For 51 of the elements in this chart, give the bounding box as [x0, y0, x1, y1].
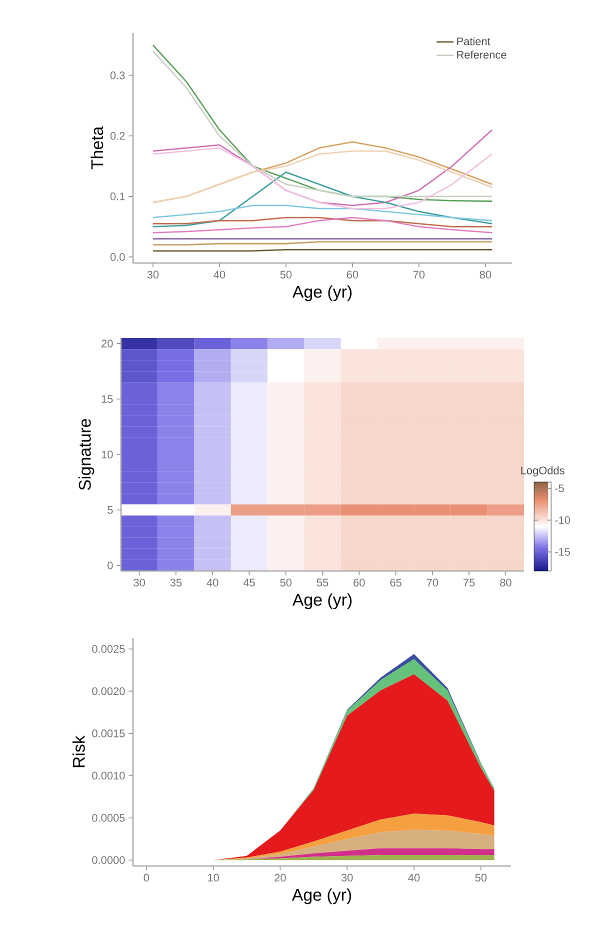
x-tick-label: 60 — [346, 270, 358, 279]
y-tick-label: 0.3 — [110, 71, 125, 80]
y-axis-title: Signature — [78, 419, 94, 490]
x-tick-label: 30 — [134, 578, 145, 587]
x-tick-label: 50 — [475, 874, 487, 882]
y-tick-label: 0.0000 — [92, 856, 125, 864]
x-tick-label: 0 — [144, 874, 149, 882]
x-tick-label: 20 — [274, 874, 286, 882]
x-tick-label: 30 — [147, 270, 159, 279]
x-tick-label: 45 — [243, 578, 255, 586]
y-axis-title: Risk — [72, 736, 85, 768]
y-tick-label: 5 — [108, 506, 113, 514]
y-axis-title: Theta — [90, 126, 104, 170]
legend-label: Reference — [457, 50, 506, 59]
x-axis-title: Age (yr) — [292, 285, 352, 302]
x-tick-label: 80 — [500, 578, 512, 587]
y-tick-label: 0.1 — [110, 192, 125, 200]
color-bar-label: -5 — [555, 484, 564, 492]
x-tick-label: 50 — [280, 578, 292, 587]
y-tick-label: 0 — [108, 562, 113, 570]
y-tick-label: 20 — [102, 340, 113, 348]
y-tick-label: 0.2 — [110, 132, 125, 140]
y-tick-label: 10 — [102, 450, 113, 458]
y-tick-label: 0.0010 — [92, 772, 125, 780]
x-tick-label: 40 — [214, 270, 226, 279]
x-tick-label: 70 — [426, 578, 438, 587]
color-bar-label: -15 — [555, 548, 570, 556]
x-tick-label: 10 — [208, 874, 219, 882]
color-bar-title: LogOdds — [521, 466, 564, 476]
x-axis-title: Age (yr) — [292, 888, 352, 904]
color-bar-label: -10 — [555, 516, 570, 524]
x-tick-label: 60 — [354, 578, 365, 587]
x-axis-title: Age (yr) — [292, 593, 352, 610]
y-tick-label: 0.0025 — [92, 645, 125, 653]
x-tick-label: 75 — [464, 578, 475, 586]
y-tick-label: 0.0020 — [92, 687, 125, 696]
x-tick-label: 35 — [170, 578, 182, 587]
y-tick-label: 0.0015 — [92, 730, 125, 738]
y-tick-label: 0.0 — [110, 253, 125, 261]
x-tick-label: 50 — [280, 270, 292, 279]
x-tick-label: 65 — [390, 578, 402, 587]
y-tick-label: 0.0005 — [92, 814, 125, 822]
x-tick-label: 80 — [480, 270, 492, 279]
y-tick-label: 15 — [102, 395, 113, 403]
x-tick-label: 40 — [408, 874, 420, 882]
x-tick-label: 30 — [341, 874, 353, 882]
x-tick-label: 70 — [413, 270, 425, 279]
x-tick-label: 55 — [316, 578, 328, 586]
line-series — [152, 216, 493, 228]
x-tick-label: 40 — [206, 578, 218, 587]
legend-label: Patient — [457, 37, 490, 46]
